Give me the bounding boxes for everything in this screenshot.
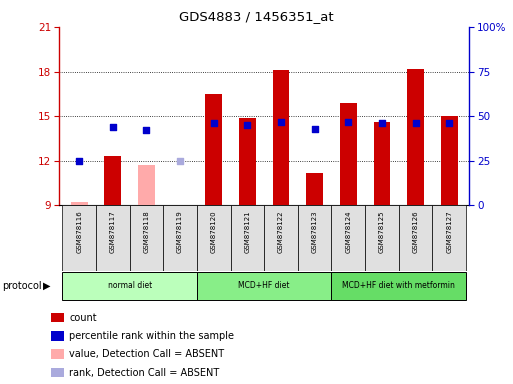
Text: GSM878119: GSM878119 xyxy=(177,211,183,253)
Bar xyxy=(272,70,289,205)
Bar xyxy=(239,118,256,205)
Bar xyxy=(96,205,130,271)
Text: count: count xyxy=(69,313,97,323)
Text: GSM878121: GSM878121 xyxy=(244,211,250,253)
Text: GSM878123: GSM878123 xyxy=(312,211,318,253)
Text: ▶: ▶ xyxy=(43,281,50,291)
Bar xyxy=(331,272,466,300)
Bar xyxy=(163,205,197,271)
Point xyxy=(310,126,319,132)
Point xyxy=(75,158,83,164)
Text: GSM878126: GSM878126 xyxy=(412,211,419,253)
Bar xyxy=(331,205,365,271)
Bar xyxy=(306,173,323,205)
Text: GSM878124: GSM878124 xyxy=(345,211,351,253)
Point xyxy=(142,127,150,134)
Point xyxy=(243,122,251,128)
Text: normal diet: normal diet xyxy=(108,281,152,290)
Bar xyxy=(298,205,331,271)
Point xyxy=(344,118,352,124)
Bar xyxy=(138,165,155,205)
Text: percentile rank within the sample: percentile rank within the sample xyxy=(69,331,234,341)
Bar xyxy=(197,272,331,300)
Bar xyxy=(130,205,163,271)
Text: protocol: protocol xyxy=(3,281,42,291)
Text: rank, Detection Call = ABSENT: rank, Detection Call = ABSENT xyxy=(69,368,220,378)
Bar xyxy=(63,272,197,300)
Bar xyxy=(365,205,399,271)
Point xyxy=(378,120,386,126)
Text: GSM878118: GSM878118 xyxy=(144,211,149,253)
Text: GSM878116: GSM878116 xyxy=(76,211,82,253)
Point xyxy=(210,120,218,126)
Text: GSM878117: GSM878117 xyxy=(110,211,116,253)
Bar xyxy=(340,103,357,205)
Text: GSM878122: GSM878122 xyxy=(278,211,284,253)
Bar xyxy=(105,156,121,205)
Point xyxy=(411,120,420,126)
Text: GSM878120: GSM878120 xyxy=(211,211,216,253)
Bar xyxy=(432,205,466,271)
Bar xyxy=(441,116,458,205)
Bar xyxy=(264,205,298,271)
Text: GSM878125: GSM878125 xyxy=(379,211,385,253)
Bar xyxy=(399,205,432,271)
Point xyxy=(176,158,184,164)
Bar xyxy=(373,122,390,205)
Bar xyxy=(71,202,88,205)
Bar xyxy=(63,205,96,271)
Text: GSM878127: GSM878127 xyxy=(446,211,452,253)
Text: MCD+HF diet: MCD+HF diet xyxy=(239,281,290,290)
Text: GDS4883 / 1456351_at: GDS4883 / 1456351_at xyxy=(179,10,334,23)
Point xyxy=(445,120,453,126)
Point xyxy=(109,124,117,130)
Text: MCD+HF diet with metformin: MCD+HF diet with metformin xyxy=(342,281,455,290)
Bar xyxy=(407,69,424,205)
Point xyxy=(277,118,285,124)
Text: value, Detection Call = ABSENT: value, Detection Call = ABSENT xyxy=(69,349,224,359)
Bar xyxy=(205,94,222,205)
Bar xyxy=(230,205,264,271)
Bar xyxy=(197,205,230,271)
